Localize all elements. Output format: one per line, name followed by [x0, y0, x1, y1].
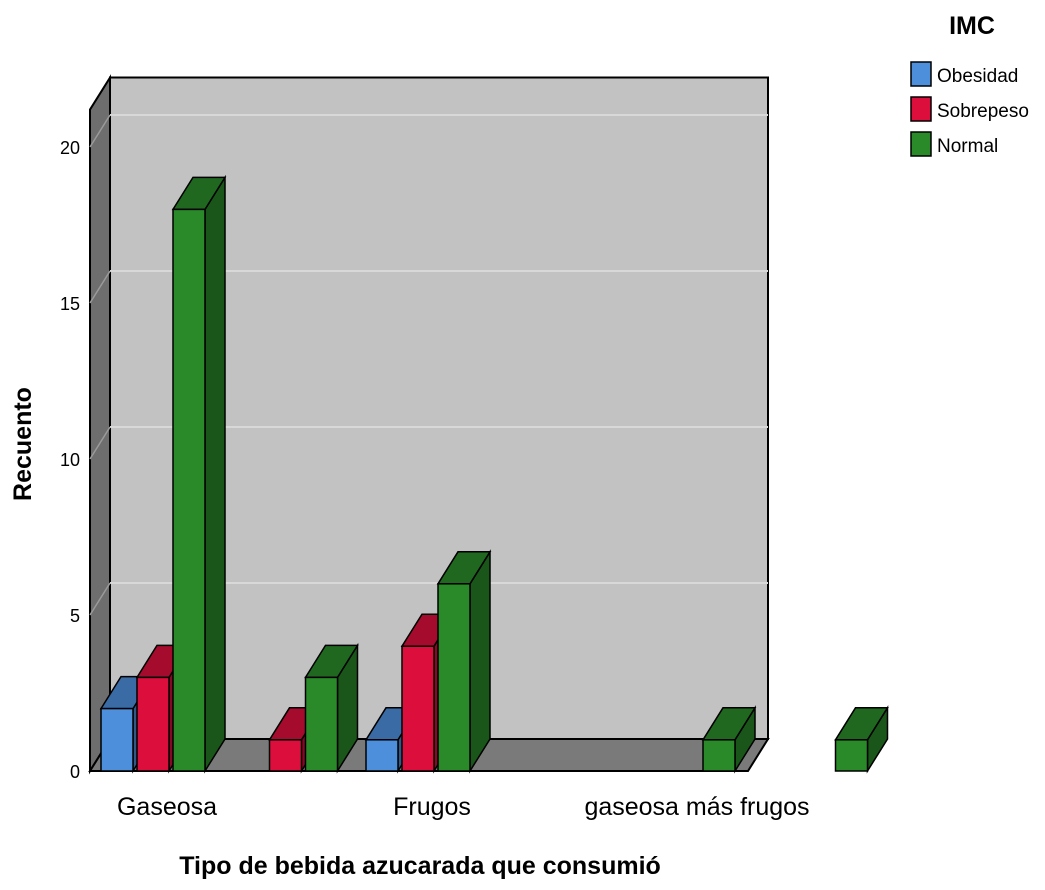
legend-swatch	[910, 131, 932, 157]
bar-normal	[304, 642, 359, 774]
x-category-label: Frugos	[393, 793, 471, 821]
gridline-side	[89, 426, 111, 460]
x-category-label: Gaseosa	[117, 793, 217, 821]
y-tick-label: 10	[60, 450, 80, 470]
x-axis-categories: Gaseosa Frugos gaseosa más frugos	[117, 793, 810, 821]
y-tick-label: 5	[70, 606, 80, 626]
bar-normal	[436, 549, 492, 774]
bar-normal	[834, 705, 889, 774]
gridline-side	[89, 270, 111, 304]
y-axis-title: Recuento	[9, 387, 37, 501]
legend-label: Normal	[937, 136, 998, 157]
y-tick-label: 0	[70, 762, 80, 782]
y-tick-label: 15	[60, 294, 80, 314]
side-wall	[89, 74, 111, 775]
bar-normal	[701, 705, 757, 774]
x-category-label: gaseosa más frugos	[584, 793, 809, 821]
legend-swatch	[910, 61, 932, 87]
legend: IMC Obesidad Sobrepeso Normal	[910, 12, 1029, 157]
legend-label: Sobrepeso	[937, 101, 1029, 122]
gridline-side	[89, 114, 111, 148]
y-tick-label: 20	[60, 138, 80, 158]
bars	[99, 174, 889, 774]
bar-normal	[171, 174, 227, 774]
legend-title: IMC	[949, 12, 995, 40]
gridline-side	[89, 582, 111, 616]
legend-swatch	[910, 96, 932, 122]
y-axis-ticks: 0 5 10 15 20	[60, 138, 80, 782]
x-axis-title: Tipo de bebida azucarada que consumió	[179, 852, 661, 880]
legend-label: Obesidad	[937, 66, 1018, 87]
